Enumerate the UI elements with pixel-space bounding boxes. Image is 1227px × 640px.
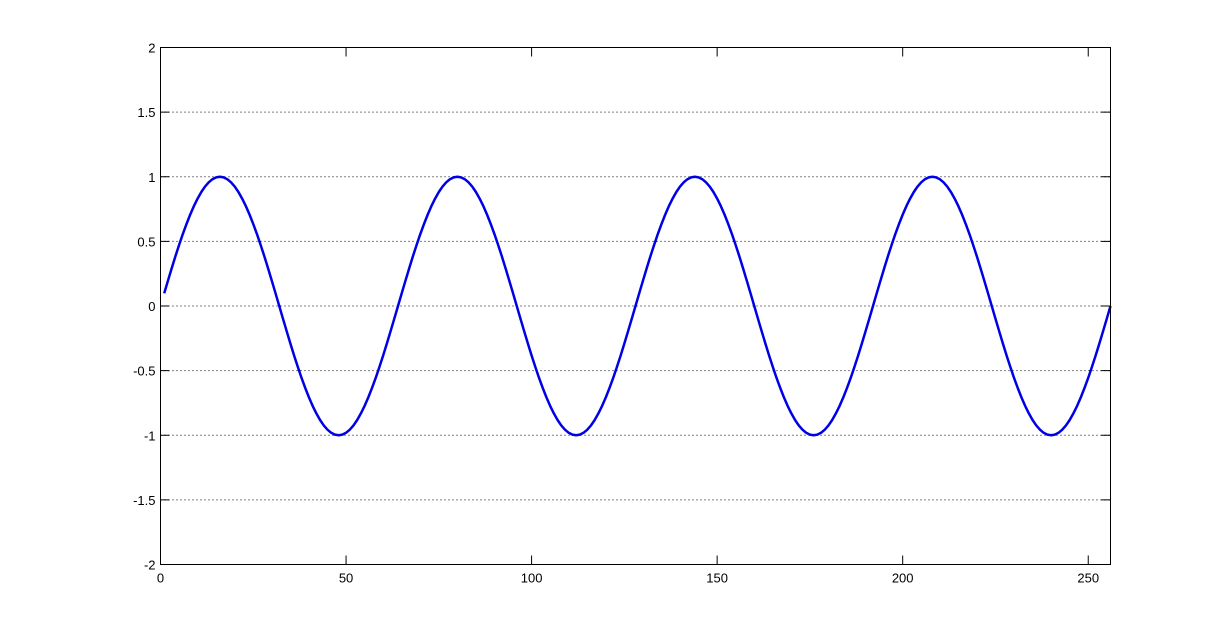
y-tick-label: 2	[148, 41, 155, 56]
x-tick-label: 100	[521, 571, 543, 586]
x-tick-label: 250	[1077, 571, 1099, 586]
y-tick-label: 1.5	[137, 105, 155, 120]
x-tick-label: 0	[157, 571, 164, 586]
plot-box	[160, 47, 1111, 565]
series-lines	[163, 175, 1112, 437]
y-tick-label: 1	[148, 170, 155, 185]
x-tick-label: 150	[706, 571, 728, 586]
y-tick-label: 0	[148, 299, 155, 314]
x-tick-label: 200	[892, 571, 914, 586]
y-tick-label: 0.5	[137, 234, 155, 249]
x-tick-label: 50	[339, 571, 353, 586]
y-tick-label: -0.5	[133, 364, 155, 379]
series-line	[163, 175, 1112, 437]
y-tick-label: -2	[144, 558, 156, 573]
y-tick-label: -1.5	[133, 493, 155, 508]
y-tick-label: -1	[144, 428, 156, 443]
tick-labels: 21.510.50-0.5-1-1.5-20 50 100 150 200 250	[133, 41, 1099, 586]
